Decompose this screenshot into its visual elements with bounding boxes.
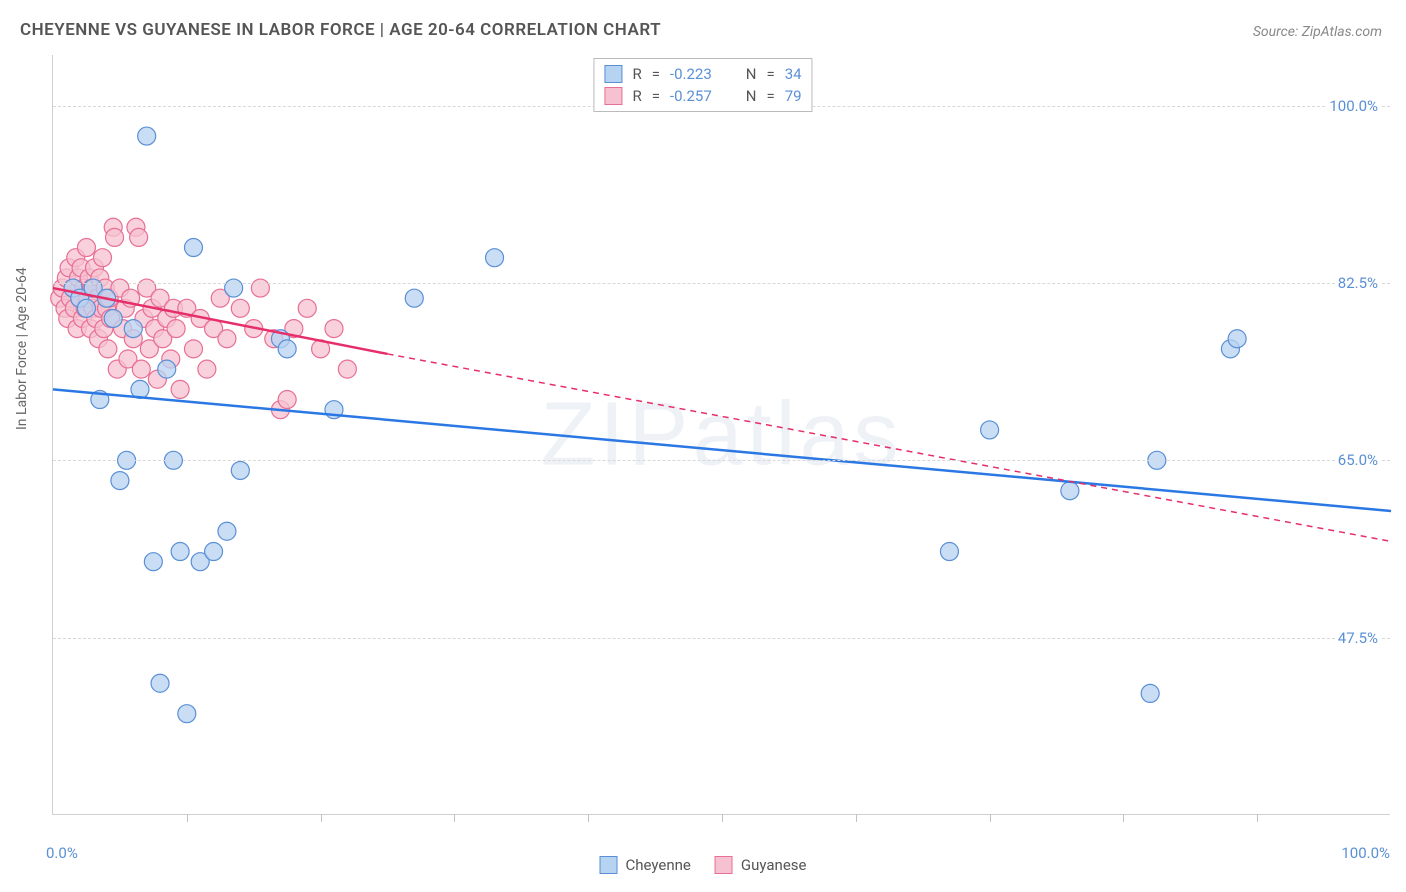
data-point — [184, 239, 202, 257]
trend-line — [53, 389, 1391, 511]
data-point — [251, 279, 269, 297]
legend-item: Guyanese — [715, 856, 807, 874]
data-point — [171, 380, 189, 398]
data-point — [124, 320, 142, 338]
data-point — [981, 421, 999, 439]
legend-item: Cheyenne — [600, 856, 691, 874]
source-label: Source: ZipAtlas.com — [1253, 24, 1382, 40]
scatter-svg — [53, 55, 1391, 815]
legend-row: R=-0.257N=79 — [604, 85, 801, 107]
data-point — [132, 360, 150, 378]
stat-n-value: 79 — [785, 87, 802, 105]
data-point — [940, 543, 958, 561]
data-point — [205, 543, 223, 561]
data-point — [99, 340, 117, 358]
data-point — [77, 239, 95, 257]
legend-swatch — [600, 856, 618, 874]
data-point — [1228, 330, 1246, 348]
data-point — [144, 553, 162, 571]
trend-line-extrapolated — [388, 354, 1392, 541]
data-point — [138, 127, 156, 145]
data-point — [278, 391, 296, 409]
y-tick-label: 100.0% — [1327, 97, 1380, 115]
data-point — [231, 299, 249, 317]
data-point — [218, 522, 236, 540]
chart-title: CHEYENNE VS GUYANESE IN LABOR FORCE | AG… — [20, 20, 661, 40]
legend-swatch — [604, 65, 622, 83]
data-point — [77, 299, 95, 317]
data-point — [130, 228, 148, 246]
gridline-horizontal — [53, 460, 1390, 461]
legend-swatch — [604, 87, 622, 105]
x-tick — [722, 814, 723, 822]
legend-swatch — [715, 856, 733, 874]
x-axis-min-label: 0.0% — [46, 844, 78, 862]
data-point — [167, 320, 185, 338]
series-legend: Cheyenne Guyanese — [600, 856, 807, 874]
data-point — [1141, 684, 1159, 702]
x-axis-max-label: 100.0% — [1341, 844, 1390, 862]
legend-label: Cheyenne — [626, 856, 691, 874]
legend-row: R=-0.223N=34 — [604, 63, 801, 85]
data-point — [151, 674, 169, 692]
stat-n-value: 34 — [785, 65, 802, 83]
stat-r-value: -0.257 — [670, 87, 712, 105]
data-point — [278, 340, 296, 358]
data-point — [184, 340, 202, 358]
correlation-legend: R=-0.223N=34R=-0.257N=79 — [593, 58, 812, 112]
data-point — [338, 360, 356, 378]
x-tick — [187, 814, 188, 822]
data-point — [171, 543, 189, 561]
data-point — [94, 249, 112, 267]
gridline-horizontal — [53, 638, 1390, 639]
data-point — [225, 279, 243, 297]
y-tick-label: 47.5% — [1336, 629, 1380, 647]
x-tick — [321, 814, 322, 822]
x-tick — [1257, 814, 1258, 822]
x-tick — [990, 814, 991, 822]
plot-area: ZIPatlas 47.5%65.0%82.5%100.0% — [52, 55, 1390, 815]
stat-n-label: N — [746, 87, 757, 105]
data-point — [104, 309, 122, 327]
stat-n-label: N — [746, 65, 757, 83]
stat-r-label: R — [632, 87, 641, 105]
data-point — [486, 249, 504, 267]
y-axis-title: In Labor Force | Age 20-64 — [14, 267, 30, 430]
data-point — [106, 228, 124, 246]
data-point — [158, 360, 176, 378]
data-point — [1061, 482, 1079, 500]
y-tick-label: 82.5% — [1336, 274, 1380, 292]
data-point — [218, 330, 236, 348]
x-tick — [454, 814, 455, 822]
y-tick-label: 65.0% — [1336, 451, 1380, 469]
data-point — [298, 299, 316, 317]
x-tick — [1123, 814, 1124, 822]
stat-r-label: R — [632, 65, 641, 83]
stat-r-value: -0.223 — [670, 65, 712, 83]
legend-label: Guyanese — [741, 856, 807, 874]
data-point — [111, 472, 129, 490]
x-tick — [856, 814, 857, 822]
data-point — [231, 461, 249, 479]
data-point — [198, 360, 216, 378]
data-point — [405, 289, 423, 307]
x-tick — [588, 814, 589, 822]
data-point — [325, 320, 343, 338]
gridline-horizontal — [53, 283, 1390, 284]
data-point — [178, 705, 196, 723]
chart-container: CHEYENNE VS GUYANESE IN LABOR FORCE | AG… — [0, 0, 1406, 892]
